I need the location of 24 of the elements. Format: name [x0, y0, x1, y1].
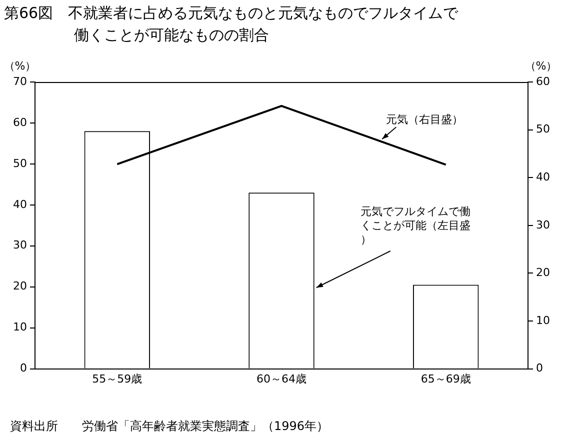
y2-axis-title: （%） [524, 59, 558, 72]
y2-tick-label: 40 [536, 170, 550, 184]
chart-title: 第66図 不就業者に占める元気なものと元気なものでフルタイムで働くことが可能なものの割合 [4, 3, 460, 46]
series-label: 元気（右目盛） [386, 113, 464, 126]
y-axis-title: （%） [4, 59, 36, 72]
x-tick-label: 65～69歳 [420, 372, 471, 386]
y-tick-label: 40 [12, 198, 27, 211]
y-tick-label: 60 [12, 116, 27, 129]
text: 元気でフルタイムで働くことが可能（左目盛） [360, 205, 470, 246]
y-tick-label: 10 [12, 320, 27, 334]
y2-tick-label: 20 [536, 266, 550, 280]
y-tick-label: 70 [12, 74, 27, 88]
x-tick-label: 55～59歳 [92, 372, 142, 386]
y2-tick-label: 0 [536, 362, 544, 375]
text: 資料出所 労働省「高年齢者就業実態調査」（1996年） [10, 418, 329, 435]
y2-tick-label: 60 [536, 74, 550, 88]
x-tick-label: 60～64歳 [256, 372, 306, 386]
y-tick-label: 30 [12, 238, 27, 252]
y-tick-label: 0 [20, 362, 27, 375]
y2-tick-label: 50 [536, 122, 550, 136]
y2-tick-label: 10 [536, 314, 550, 327]
y2-tick-label: 30 [536, 218, 550, 232]
y-tick-label: 50 [12, 156, 27, 170]
y-tick-label: 20 [12, 280, 27, 293]
